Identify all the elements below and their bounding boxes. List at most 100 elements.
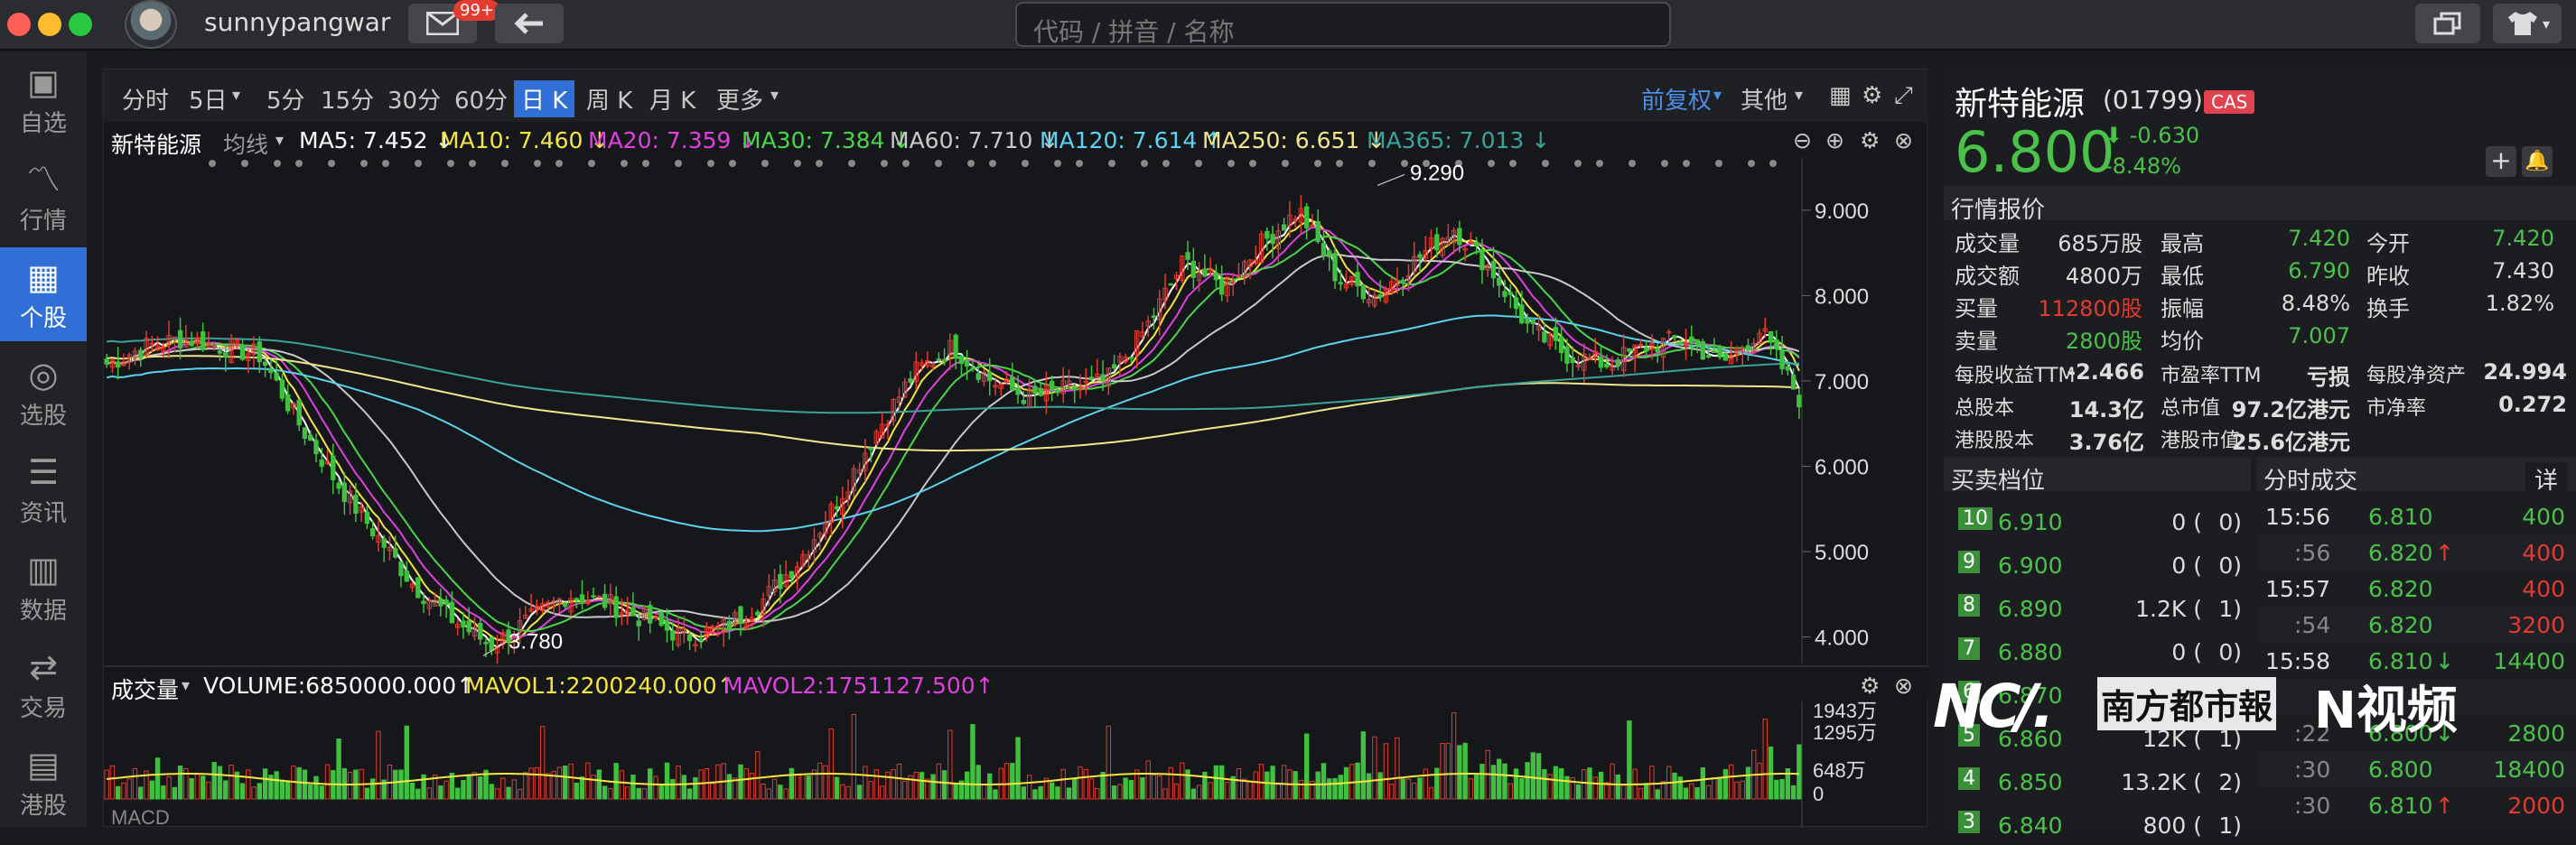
event-dot[interactable] [534, 160, 541, 167]
event-dot[interactable] [1054, 160, 1061, 167]
event-dot[interactable] [881, 160, 888, 167]
event-dot[interactable] [1509, 160, 1517, 167]
period-more[interactable]: 更多 [716, 88, 764, 115]
event-dot[interactable] [555, 160, 563, 167]
window-mode-button[interactable] [2415, 4, 2480, 43]
period-15min[interactable]: 15分 [321, 88, 375, 115]
event-dot[interactable] [707, 160, 714, 167]
orderbook-level[interactable]: 4 6.850 13.2K (2) [1944, 758, 2251, 802]
minimize-window-button[interactable] [38, 13, 61, 36]
orderbook-level[interactable]: 7 6.880 0 (0) [1944, 628, 2251, 672]
event-dot[interactable] [328, 160, 335, 167]
event-dot[interactable] [469, 160, 476, 167]
zoom-window-button[interactable] [69, 13, 92, 36]
event-dot[interactable] [1488, 160, 1495, 167]
event-dot[interactable] [902, 160, 910, 167]
event-dot[interactable] [967, 160, 975, 167]
event-dot[interactable] [241, 160, 248, 167]
search-input[interactable]: 代码 / 拼音 / 名称 [1015, 2, 1671, 47]
event-dot[interactable] [1282, 160, 1289, 167]
event-dot[interactable] [1574, 160, 1582, 167]
back-button[interactable] [495, 4, 564, 43]
chevron-down-icon[interactable]: ▾ [182, 676, 191, 695]
event-dot[interactable] [1401, 160, 1408, 167]
sidebar-item-hk[interactable]: ▤ 港股 [0, 735, 87, 829]
period-5min[interactable]: 5分 [266, 88, 305, 115]
event-dot[interactable] [1661, 160, 1668, 167]
event-dot[interactable] [621, 160, 628, 167]
event-dot[interactable] [447, 160, 454, 167]
candlestick-chart[interactable]: 9.000 8.000 7.000 6.000 5.000 4.000 9.290 3.78… [104, 158, 1928, 664]
event-dot[interactable] [675, 160, 682, 167]
other-select[interactable]: 其他 [1741, 88, 1788, 115]
sidebar-item-market[interactable]: 〽行情 [0, 150, 87, 244]
orderbook-level[interactable]: 3 6.840 800 (1) [1944, 802, 2251, 845]
event-dot[interactable] [729, 160, 736, 167]
event-dot[interactable] [1022, 160, 1029, 167]
event-dot[interactable] [1423, 160, 1430, 167]
event-dot[interactable] [382, 160, 389, 167]
grid-layout-icon[interactable]: ▦ [1829, 82, 1852, 109]
orderbook-level[interactable]: 10 6.910 0 (0) [1944, 498, 2251, 542]
event-dot[interactable] [501, 160, 509, 167]
event-dot[interactable] [1162, 160, 1170, 167]
chevron-down-icon[interactable]: ▾ [770, 86, 779, 105]
event-dot[interactable] [1076, 160, 1083, 167]
event-dot[interactable] [642, 160, 649, 167]
chevron-down-icon[interactable]: ▾ [232, 86, 241, 105]
event-dot[interactable] [1249, 160, 1256, 167]
event-dot[interactable] [816, 160, 823, 167]
event-dot[interactable] [1141, 160, 1148, 167]
event-dot[interactable] [761, 160, 769, 167]
event-dot[interactable] [1195, 160, 1202, 167]
orderbook-level[interactable]: 6 6.870 [1944, 672, 2251, 715]
event-dot[interactable] [1314, 160, 1321, 167]
period-daily[interactable]: 日 K [514, 80, 575, 117]
adjust-select[interactable]: 前复权 [1641, 88, 1713, 115]
event-dot[interactable] [1715, 160, 1722, 167]
alert-bell-button[interactable]: 🔔 [2522, 146, 2553, 177]
skin-button[interactable]: ▾ [2493, 4, 2562, 43]
event-dot[interactable] [295, 160, 303, 167]
plus-icon[interactable]: ⊕ [1825, 127, 1844, 153]
settings-icon[interactable]: ⚙ [1860, 127, 1881, 153]
close-icon[interactable]: ⊗ [1894, 673, 1913, 699]
orderbook-level[interactable]: 9 6.900 0 (0) [1944, 542, 2251, 585]
period-weekly[interactable]: 周 K [586, 88, 633, 115]
minus-icon[interactable]: ⊖ [1793, 127, 1812, 153]
close-window-button[interactable] [7, 13, 31, 36]
event-dot[interactable] [1108, 160, 1115, 167]
close-icon[interactable]: ⊗ [1894, 127, 1913, 153]
event-dot[interactable] [1748, 160, 1755, 167]
sidebar-item-screener[interactable]: ◎ 选股 [0, 345, 87, 439]
avatar[interactable] [125, 0, 177, 49]
period-5day[interactable]: 5日 [189, 88, 228, 115]
event-dot[interactable] [1769, 160, 1777, 167]
chevron-down-icon[interactable]: ▾ [1795, 86, 1804, 105]
sidebar-item-watchlist[interactable]: ▣ 自选 [0, 52, 87, 146]
event-dot[interactable] [1629, 160, 1636, 167]
period-monthly[interactable]: 月 K [649, 88, 696, 115]
orderbook-level[interactable]: 8 6.890 1.2K (1) [1944, 585, 2251, 628]
add-watchlist-button[interactable]: + [2486, 146, 2516, 177]
event-dot[interactable] [848, 160, 855, 167]
event-dot[interactable] [1455, 160, 1462, 167]
fullscreen-icon[interactable]: ⤢ [1894, 82, 1913, 109]
chevron-down-icon[interactable]: ▾ [275, 131, 285, 150]
event-dot[interactable] [209, 160, 216, 167]
sidebar-item-trade[interactable]: ⇄ 交易 [0, 637, 87, 731]
sidebar-item-stock[interactable]: ▦ 个股 [0, 247, 87, 341]
trades-detail-button[interactable]: 详 [2525, 462, 2567, 496]
chevron-down-icon[interactable]: ▾ [1713, 86, 1722, 105]
event-dot[interactable] [588, 160, 595, 167]
event-dot[interactable] [935, 160, 942, 167]
volume-title[interactable]: 成交量 [111, 677, 180, 703]
event-dot[interactable] [415, 160, 422, 167]
sidebar-item-data[interactable]: ▥ 数据 [0, 540, 87, 634]
ma-selector[interactable]: 均线 [223, 132, 269, 158]
period-30min[interactable]: 30分 [387, 88, 442, 115]
settings-icon[interactable]: ⚙ [1862, 82, 1883, 109]
event-dot[interactable] [1227, 160, 1235, 167]
period-60min[interactable]: 60分 [454, 88, 509, 115]
settings-icon[interactable]: ⚙ [1860, 673, 1881, 699]
